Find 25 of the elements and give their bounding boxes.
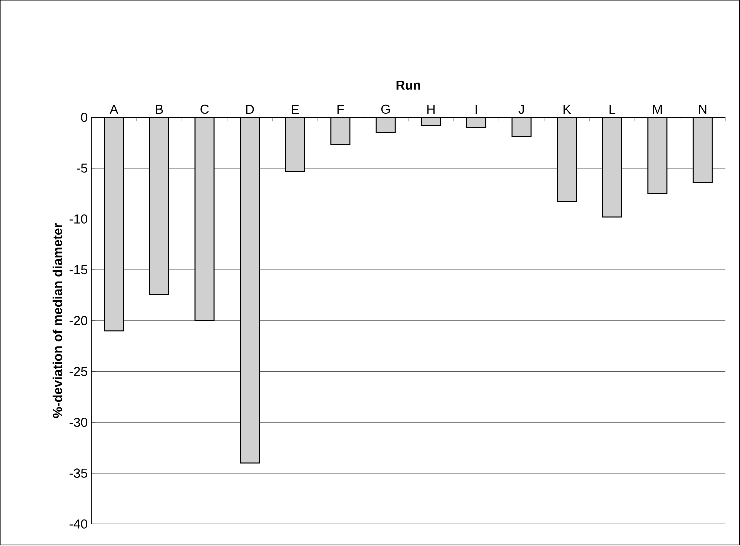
x-tick-label: A [110,105,118,114]
y-tick-label: -10 [70,214,88,224]
y-axis-title: %-deviation of median diameter [52,224,62,418]
x-tick-label: J [518,105,524,114]
x-tick-label: E [292,105,300,114]
x-tick-label: L [610,105,616,114]
y-tick-label: -40 [70,520,88,529]
x-tick-label: D [246,105,254,114]
x-tick-label: H [428,105,435,114]
y-tick-label: -5 [77,164,88,174]
x-tick-label: I [476,105,478,114]
x-axis-title: Run [396,81,420,90]
y-tick-label: -25 [70,367,88,376]
y-tick-label: -35 [70,468,88,478]
x-tick-label: F [338,105,344,114]
y-tick-label: 0 [81,113,88,122]
x-tick-label: M [653,105,662,114]
x-tick-label: G [382,105,390,114]
x-tick-label: K [564,105,572,114]
x-tick-label: N [699,105,707,114]
y-tick-label: -15 [70,266,88,275]
x-tick-label: C [200,105,209,114]
y-tick-label: -30 [70,418,88,428]
x-tick-label: B [156,105,164,114]
y-tick-label: -20 [70,316,88,326]
